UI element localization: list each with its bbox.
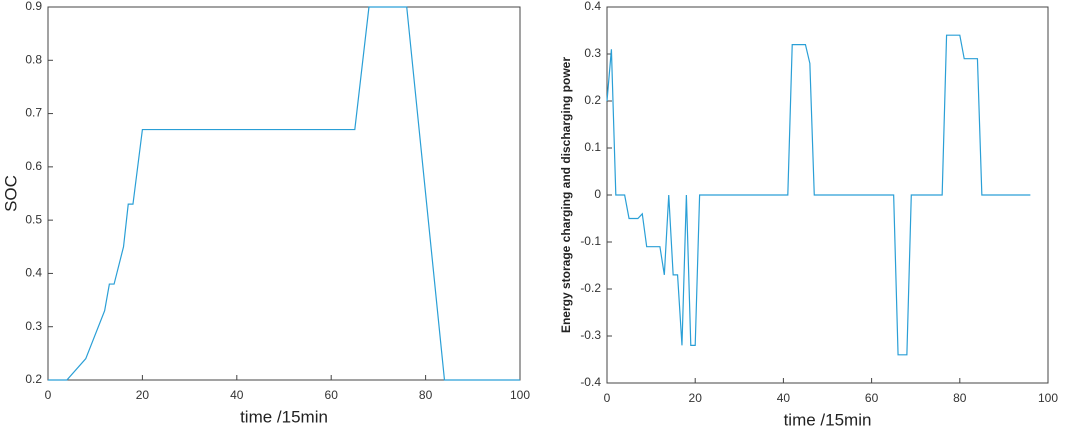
y-tick-label: 0.7 xyxy=(25,106,42,120)
x-tick-label: 0 xyxy=(604,391,611,405)
y-tick-label: 0.4 xyxy=(25,266,42,280)
x-tick-label: 60 xyxy=(865,391,879,405)
data-line xyxy=(48,6,520,381)
x-tick-label: 40 xyxy=(230,388,244,402)
y-tick-label: 0.1 xyxy=(584,140,601,154)
x-tick-label: 100 xyxy=(1038,391,1058,405)
x-axis-label: time /15min xyxy=(240,407,328,426)
y-tick-label: -0.4 xyxy=(580,375,601,389)
plot-frame xyxy=(47,6,521,381)
x-tick-label: 20 xyxy=(689,391,703,405)
y-tick-label: 0.3 xyxy=(584,46,601,60)
x-tick-label: 0 xyxy=(45,388,52,402)
y-tick-label: -0.3 xyxy=(580,328,601,342)
x-tick-label: 20 xyxy=(136,388,150,402)
data-line xyxy=(606,34,1031,356)
y-tick-label: -0.1 xyxy=(580,234,601,248)
x-tick-label: 80 xyxy=(419,388,433,402)
y-tick-label: 0.3 xyxy=(25,319,42,333)
x-tick-label: 80 xyxy=(953,391,967,405)
y-tick-label: 0.4 xyxy=(584,0,601,13)
y-axis-label: Energy storage charging and discharging … xyxy=(559,57,573,333)
y-tick-label: -0.2 xyxy=(580,281,601,295)
x-tick-label: 60 xyxy=(325,388,339,402)
y-tick-label: 0 xyxy=(594,187,601,201)
x-tick-label: 40 xyxy=(777,391,791,405)
y-tick-label: 0.2 xyxy=(25,372,42,386)
y-tick-label: 0.9 xyxy=(25,0,42,13)
y-tick-label: 0.8 xyxy=(25,52,42,66)
x-axis-label: time /15min xyxy=(784,410,872,429)
y-tick-label: 0.2 xyxy=(584,93,601,107)
y-tick-label: 0.5 xyxy=(25,212,42,226)
y-axis-label: SOC xyxy=(1,175,20,212)
x-tick-label: 100 xyxy=(510,388,530,402)
y-tick-label: 0.6 xyxy=(25,159,42,173)
